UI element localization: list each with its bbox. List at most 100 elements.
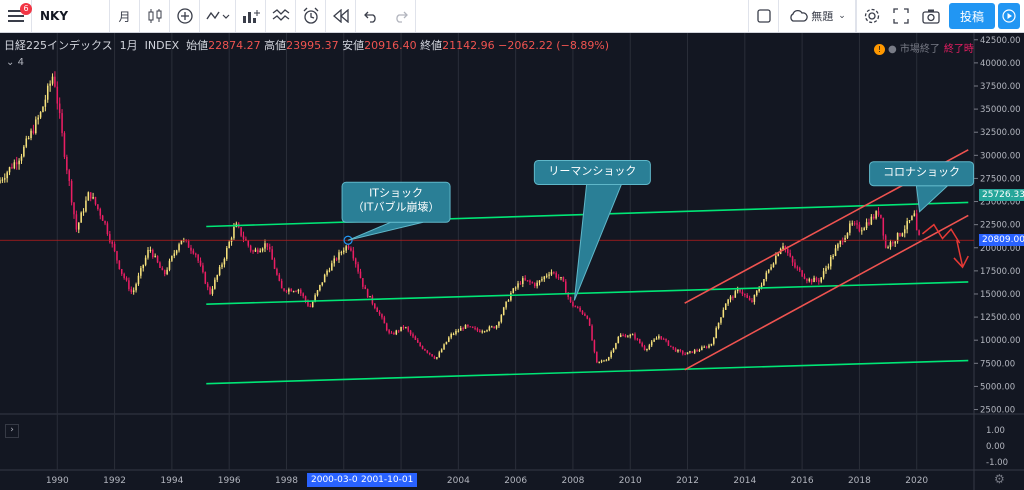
market-status-dot-icon: ● <box>888 44 900 55</box>
fullscreen-button[interactable] <box>886 0 916 32</box>
candle-body <box>529 280 531 283</box>
callout-box <box>533 159 651 185</box>
y-tick-label: 7500.00 <box>980 359 1015 369</box>
y-tick-label: 17500.00 <box>980 267 1021 277</box>
candle-body <box>829 257 832 267</box>
settings-button[interactable] <box>856 0 886 32</box>
legend-symbol-name: 日経225インデックス <box>4 39 113 52</box>
crosshair-point <box>343 235 353 245</box>
candle-body <box>514 287 517 289</box>
legend-change: −2062.22 (−8.89%) <box>498 39 610 52</box>
candle-body <box>137 275 140 285</box>
legend-toggle-button[interactable]: ⌄ 4 <box>6 57 24 68</box>
candle-body <box>722 309 725 318</box>
replay-button[interactable] <box>326 0 356 32</box>
candle-body <box>147 250 149 258</box>
play-button[interactable] <box>998 3 1020 29</box>
legend-open-label: 始値 <box>186 39 209 52</box>
candle-body <box>259 250 261 253</box>
candle-body <box>54 76 56 87</box>
price-chart[interactable]: 1990199219941996199820002002200420062008… <box>0 33 1024 490</box>
callout-label: リーマンショック <box>548 164 636 177</box>
candle-body <box>173 253 176 257</box>
compare-symbols-button[interactable] <box>266 0 296 32</box>
candle-body <box>827 266 830 269</box>
candle-body <box>226 248 228 259</box>
redo-button[interactable] <box>386 0 416 32</box>
candle-body <box>359 271 362 279</box>
candle-body <box>159 262 161 268</box>
series-legend: 日経225インデックス 1月 INDEX 始値22874.27 高値23995.… <box>4 37 609 53</box>
candle-body <box>703 346 706 348</box>
candle-body <box>619 335 622 337</box>
last-price-tag: 25726.33 <box>979 188 1024 201</box>
publish-button[interactable]: 投稿 <box>949 3 995 29</box>
candle-body <box>639 339 641 344</box>
fullscreen-layout-button[interactable] <box>748 0 778 32</box>
candle-body <box>603 360 605 362</box>
candle-body <box>397 330 400 332</box>
candle-body <box>8 167 11 173</box>
candle-body <box>56 86 59 104</box>
candle-style-button[interactable] <box>140 0 170 32</box>
y-tick-label: 10000.00 <box>980 336 1021 346</box>
candle-body <box>340 252 343 254</box>
candle-body <box>787 248 789 254</box>
candle-body <box>94 196 97 205</box>
candle-body <box>321 282 324 285</box>
candle-body <box>662 338 665 340</box>
indicators-button[interactable] <box>200 0 236 32</box>
candle-body <box>748 297 751 301</box>
candle-body <box>865 222 868 229</box>
candle-body <box>49 83 51 86</box>
candle-body <box>204 272 207 284</box>
templates-button[interactable] <box>236 0 266 32</box>
candle-body <box>557 277 560 279</box>
x-tick-label: 2006 <box>504 476 527 486</box>
candle-body <box>584 313 586 316</box>
candle-body <box>837 244 839 249</box>
interval-selector[interactable]: 月 <box>110 0 140 32</box>
candle-body <box>717 322 720 329</box>
candle-body <box>500 315 503 322</box>
undo-button[interactable] <box>356 0 386 32</box>
candle-body <box>576 307 579 309</box>
candle-body <box>433 356 436 359</box>
candle-body <box>32 130 35 134</box>
y-tick-label: 12500.00 <box>980 313 1021 323</box>
alert-button[interactable] <box>296 0 326 32</box>
candle-body <box>746 295 748 298</box>
candle-body <box>335 258 338 260</box>
candle-body <box>412 334 414 337</box>
compare-button[interactable] <box>170 0 200 32</box>
candle-body <box>273 259 276 269</box>
candle-body <box>631 334 634 336</box>
candle-body <box>388 330 390 333</box>
green-trend-line <box>206 359 969 385</box>
candle-body <box>266 243 269 247</box>
candle-body <box>677 349 679 352</box>
menu-button[interactable]: 6 <box>0 0 32 32</box>
pane-expand-button[interactable]: › <box>5 424 19 438</box>
candle-body <box>426 350 429 353</box>
candle-body <box>254 249 257 252</box>
chart-settings-gear-icon[interactable]: ⚙ <box>994 472 1005 486</box>
candle-body <box>73 202 75 215</box>
y-tick-label: 25000.00 <box>980 198 1021 208</box>
candle-body <box>612 348 615 352</box>
market-status[interactable]: ! ● 市場終了 終了時 <box>874 40 974 55</box>
layout-selector[interactable]: 無題 ⌄ <box>778 0 856 32</box>
symbol-search[interactable]: NKY <box>32 0 110 32</box>
candle-body <box>311 301 314 307</box>
candle-body <box>727 299 729 304</box>
y-tick-label: 27500.00 <box>980 174 1021 184</box>
candle-body <box>724 303 727 310</box>
y-tick-label: 15000.00 <box>980 290 1021 300</box>
snapshot-button[interactable] <box>916 0 946 32</box>
candle-body <box>459 328 462 331</box>
candle-body <box>744 293 746 296</box>
candle-body <box>366 289 369 298</box>
candle-body <box>161 267 164 271</box>
notification-badge: 6 <box>20 3 32 15</box>
candle-body <box>696 350 698 352</box>
